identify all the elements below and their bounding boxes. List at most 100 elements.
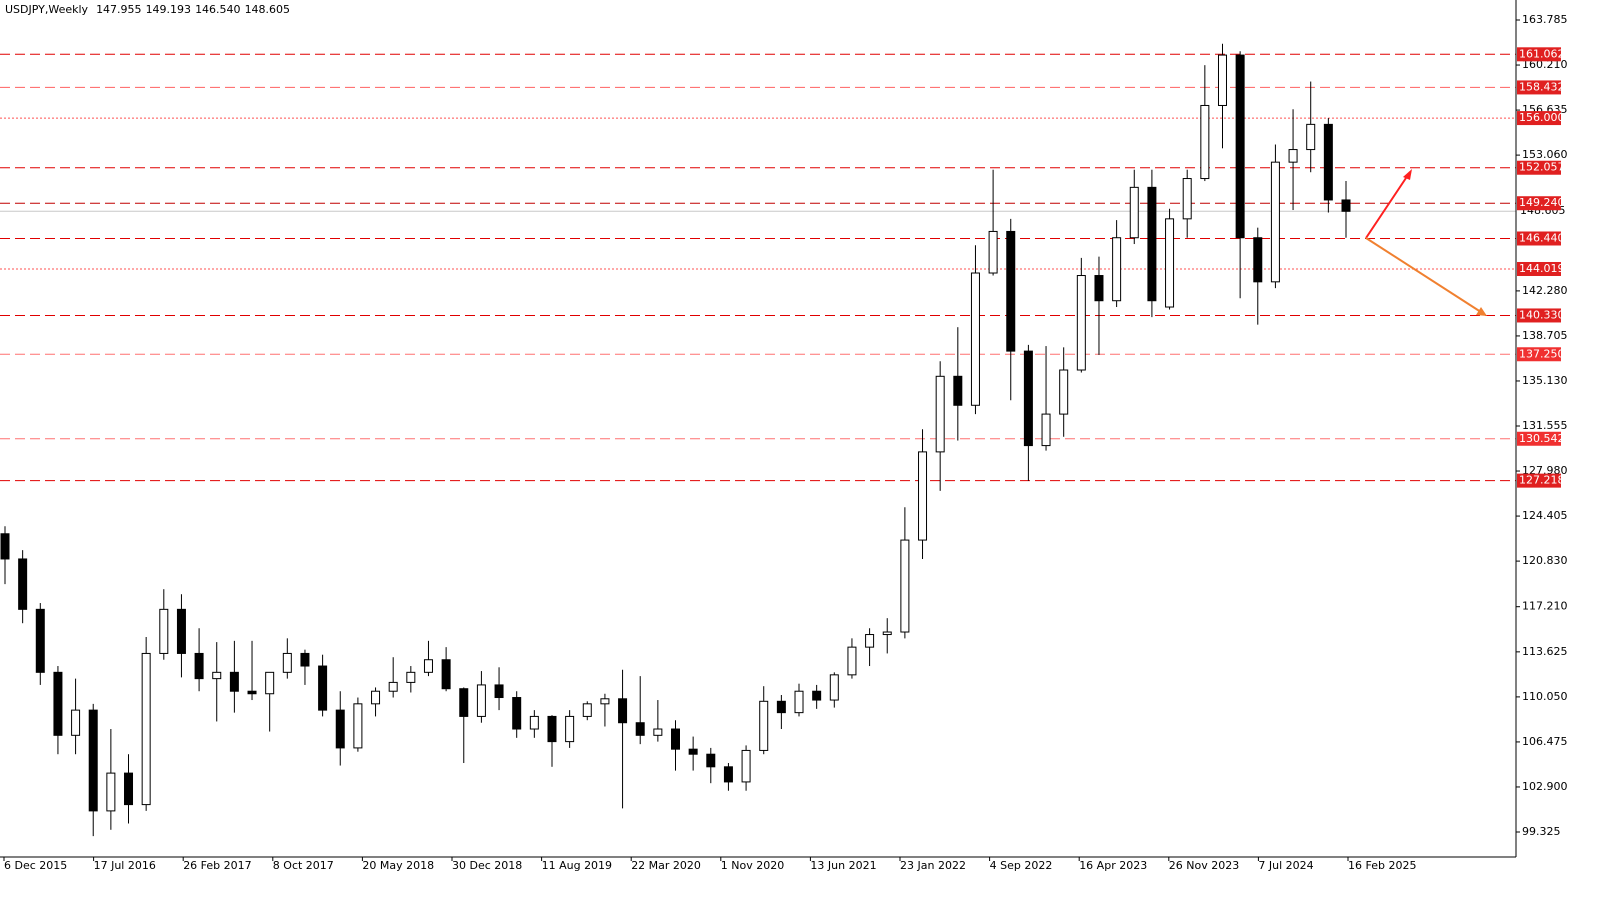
candle-body <box>35 608 45 673</box>
candle-body <box>1306 123 1316 151</box>
candle-body <box>1059 369 1069 415</box>
candle-body <box>653 728 663 736</box>
header-value: 147.955 <box>96 3 142 16</box>
level-label-box <box>1517 111 1561 126</box>
candle-body <box>988 230 998 274</box>
candle-body <box>1200 104 1210 180</box>
candle-body <box>723 766 733 783</box>
candle-body <box>812 690 822 701</box>
candle-body <box>600 698 610 705</box>
candle-body <box>459 688 469 717</box>
candle-body <box>882 631 892 636</box>
level-label-box <box>1517 231 1561 246</box>
level-label: 156.000 <box>1519 111 1565 124</box>
x-tick-label: 8 Oct 2017 <box>273 859 334 872</box>
x-tick-label: 4 Sep 2022 <box>990 859 1053 872</box>
candle-body <box>1147 186 1157 302</box>
candle-body <box>353 703 363 749</box>
candle-body <box>141 652 151 806</box>
candle-body <box>635 722 645 736</box>
candle-body <box>759 700 769 751</box>
candle-body <box>106 772 116 812</box>
symbol: USDJPY,Weekly <box>5 3 89 16</box>
candle-body <box>1341 199 1351 212</box>
y-tick-label: 153.060 <box>1522 148 1568 161</box>
axes: 163.785160.210156.635153.060142.280138.7… <box>3 13 1568 872</box>
y-tick-label: 131.555 <box>1522 419 1568 432</box>
x-tick-label: 20 May 2018 <box>362 859 434 872</box>
y-tick-label: 102.900 <box>1522 780 1568 793</box>
level-label: 130.542 <box>1519 432 1565 445</box>
x-tick-label: 30 Dec 2018 <box>452 859 522 872</box>
candle-body <box>1217 54 1227 106</box>
candle-body <box>265 671 275 695</box>
y-tick-label: 142.280 <box>1522 284 1568 297</box>
candle-body <box>1094 275 1104 302</box>
candle-body <box>1288 149 1298 163</box>
candle-body <box>512 697 522 730</box>
candle-body <box>1112 237 1122 302</box>
level-label-box <box>1517 347 1561 362</box>
candle-body <box>247 690 257 695</box>
candle-body <box>212 671 222 680</box>
level-label: 149.240 <box>1519 196 1565 209</box>
candle-body <box>0 533 10 560</box>
level-label: 158.432 <box>1519 80 1565 93</box>
level-label: 137.250 <box>1519 347 1565 360</box>
down-arrow <box>1365 237 1485 315</box>
candle-body <box>970 272 980 406</box>
candle-body <box>53 671 63 736</box>
level-label: 146.440 <box>1519 231 1565 244</box>
candle-body <box>318 665 328 711</box>
x-tick-label: 26 Nov 2023 <box>1169 859 1239 872</box>
candle-body <box>688 748 698 755</box>
y-tick-label: 110.050 <box>1522 690 1568 703</box>
y-tick-label: 99.325 <box>1522 825 1561 838</box>
level-label: 144.019 <box>1519 262 1565 275</box>
y-tick-label: 135.130 <box>1522 374 1568 387</box>
level-label-box <box>1517 160 1561 175</box>
candle-body <box>71 709 81 736</box>
y-tick-label: 163.785 <box>1522 13 1568 26</box>
y-tick-label: 138.705 <box>1522 329 1568 342</box>
y-tick-label: 117.210 <box>1522 600 1568 613</box>
level-label: 152.057 <box>1519 161 1565 174</box>
level-label-box <box>1517 196 1561 211</box>
candle-body <box>618 698 628 724</box>
x-tick-label: 13 Jun 2021 <box>810 859 876 872</box>
candle-body <box>918 451 928 541</box>
candle-body <box>176 608 186 654</box>
candle-body <box>159 608 169 654</box>
candle-body <box>1129 186 1139 239</box>
candle-body <box>1165 218 1175 308</box>
up-arrow-head <box>1403 169 1412 180</box>
level-label-box <box>1517 261 1561 276</box>
candle-body <box>300 652 310 667</box>
x-tick-label: 26 Feb 2017 <box>183 859 251 872</box>
candle-body <box>494 684 504 699</box>
candle-body <box>194 652 204 680</box>
level-label-box <box>1517 308 1561 323</box>
y-tick-label: 106.475 <box>1522 735 1568 748</box>
candle-body <box>1253 237 1263 283</box>
level-label-box <box>1517 47 1561 62</box>
x-tick-label: 23 Jan 2022 <box>900 859 966 872</box>
candle-body <box>794 690 804 714</box>
candle-body <box>88 709 98 812</box>
y-tick-label: 124.405 <box>1522 509 1568 522</box>
candle-body <box>1323 123 1333 201</box>
candle-body <box>1041 413 1051 447</box>
candle-body <box>1076 275 1086 371</box>
candle-body <box>124 772 134 806</box>
x-tick-label: 16 Feb 2025 <box>1348 859 1416 872</box>
candle-body <box>706 753 716 768</box>
candle-body <box>423 659 433 673</box>
level-label: 127.218 <box>1519 474 1565 487</box>
x-tick-label: 7 Jul 2024 <box>1258 859 1313 872</box>
level-label-box <box>1517 473 1561 488</box>
candle-body <box>1182 178 1192 220</box>
up-arrow <box>1365 171 1411 239</box>
